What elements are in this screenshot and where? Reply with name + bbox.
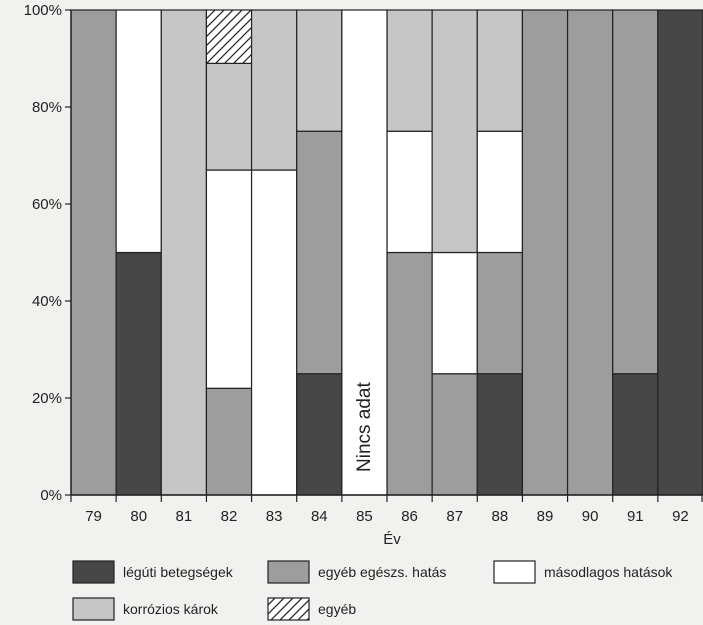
axes: 0% 20% 40% 60% 80% 100% 79 80 81 82 83 84 85 86 87 88 89… xyxy=(24,2,703,525)
x-tick-label: 91 xyxy=(627,508,644,525)
x-tick-label: 90 xyxy=(582,508,599,525)
x-tick-label: 88 xyxy=(492,508,509,525)
y-tick-label: 40% xyxy=(32,293,62,310)
legend-swatch-masodlagos-hatasok xyxy=(493,560,536,584)
bar-86-masodlagos-hatasok xyxy=(386,130,433,254)
bar-84-korrozios-karok xyxy=(296,9,343,132)
x-tick-label: 79 xyxy=(85,508,102,525)
bar-91-egyeb-egeszs-hatas xyxy=(612,9,659,375)
x-tick-label: 83 xyxy=(266,508,283,525)
bar-80-leguti-betegsegek xyxy=(115,251,162,496)
y-tick-label: 0% xyxy=(40,487,62,504)
bar-89-egyeb-egeszs-hatas xyxy=(521,9,569,496)
bar-88-egyeb-egeszs-hatas xyxy=(476,251,524,375)
x-axis-label: Év xyxy=(383,531,401,548)
x-tick-label: 92 xyxy=(672,508,689,525)
legend-label-leguti-betegsegek: légúti betegségek xyxy=(123,564,234,580)
legend-swatch-egyeb xyxy=(267,597,310,621)
no-data-annotation: Nincs adat xyxy=(354,382,375,472)
legend-label-korrozios-karok: korrózios károk xyxy=(123,601,219,617)
bar-82-egyeb-egeszs-hatas xyxy=(205,387,253,496)
bar-88-korrozios-karok xyxy=(476,9,524,132)
bar-88-leguti-betegsegek xyxy=(476,373,524,496)
bar-90-egyeb-egeszs-hatas xyxy=(566,9,614,496)
bar-87-egyeb-egeszs-hatas xyxy=(431,373,478,496)
bar-84-egyeb-egeszs-hatas xyxy=(296,130,343,375)
legend-label-masodlagos-hatasok: másodlagos hatások xyxy=(544,564,673,580)
bar-79-egyeb-egeszs-hatas xyxy=(70,9,117,496)
bar-80-masodlagos-hatasok xyxy=(115,9,162,254)
bar-85-no-data xyxy=(341,9,388,496)
bar-82-masodlagos-hatasok xyxy=(205,169,253,389)
legend: légúti betegségek egyéb egészs. hatás máso… xyxy=(72,560,673,621)
y-tick-label: 20% xyxy=(32,390,62,407)
bar-87-masodlagos-hatasok xyxy=(431,251,478,375)
bar-81-korrozios-karok xyxy=(160,9,208,496)
y-tick-label: 80% xyxy=(32,99,62,116)
bar-92-leguti-betegsegek xyxy=(657,9,703,496)
x-tick-label: 87 xyxy=(446,508,463,525)
legend-label-egyeb-egeszs-hatas: egyéb egészs. hatás xyxy=(318,564,446,580)
x-tick-label: 80 xyxy=(130,508,147,525)
bar-82-korrozios-karok xyxy=(205,62,253,171)
x-tick-label: 84 xyxy=(311,508,328,525)
bar-86-korrozios-karok xyxy=(386,9,433,132)
bar-91-leguti-betegsegek xyxy=(612,373,659,496)
bar-88-masodlagos-hatasok xyxy=(476,130,524,254)
x-tick-label: 82 xyxy=(221,508,238,525)
bar-87-korrozios-karok xyxy=(431,9,478,254)
bar-82-egyeb xyxy=(205,9,253,64)
bar-84-leguti-betegsegek xyxy=(296,373,343,496)
x-tick-label: 89 xyxy=(537,508,554,525)
bar-83-masodlagos-hatasok xyxy=(250,169,298,496)
legend-swatch-leguti-betegsegek xyxy=(72,560,115,584)
x-tick-label: 81 xyxy=(176,508,193,525)
y-tick-label: 60% xyxy=(32,196,62,213)
bar-83-korrozios-karok xyxy=(250,9,298,171)
bar-86-egyeb-egeszs-hatas xyxy=(386,251,433,496)
x-tick-label: 85 xyxy=(356,508,373,525)
x-tick-label: 86 xyxy=(401,508,418,525)
legend-swatch-egyeb-egeszs-hatas xyxy=(267,560,310,584)
legend-label-egyeb: egyéb xyxy=(318,601,356,617)
plot-area: Nincs adat xyxy=(70,9,703,496)
y-tick-label: 100% xyxy=(24,2,62,19)
legend-swatch-korrozios-karok xyxy=(72,597,115,621)
